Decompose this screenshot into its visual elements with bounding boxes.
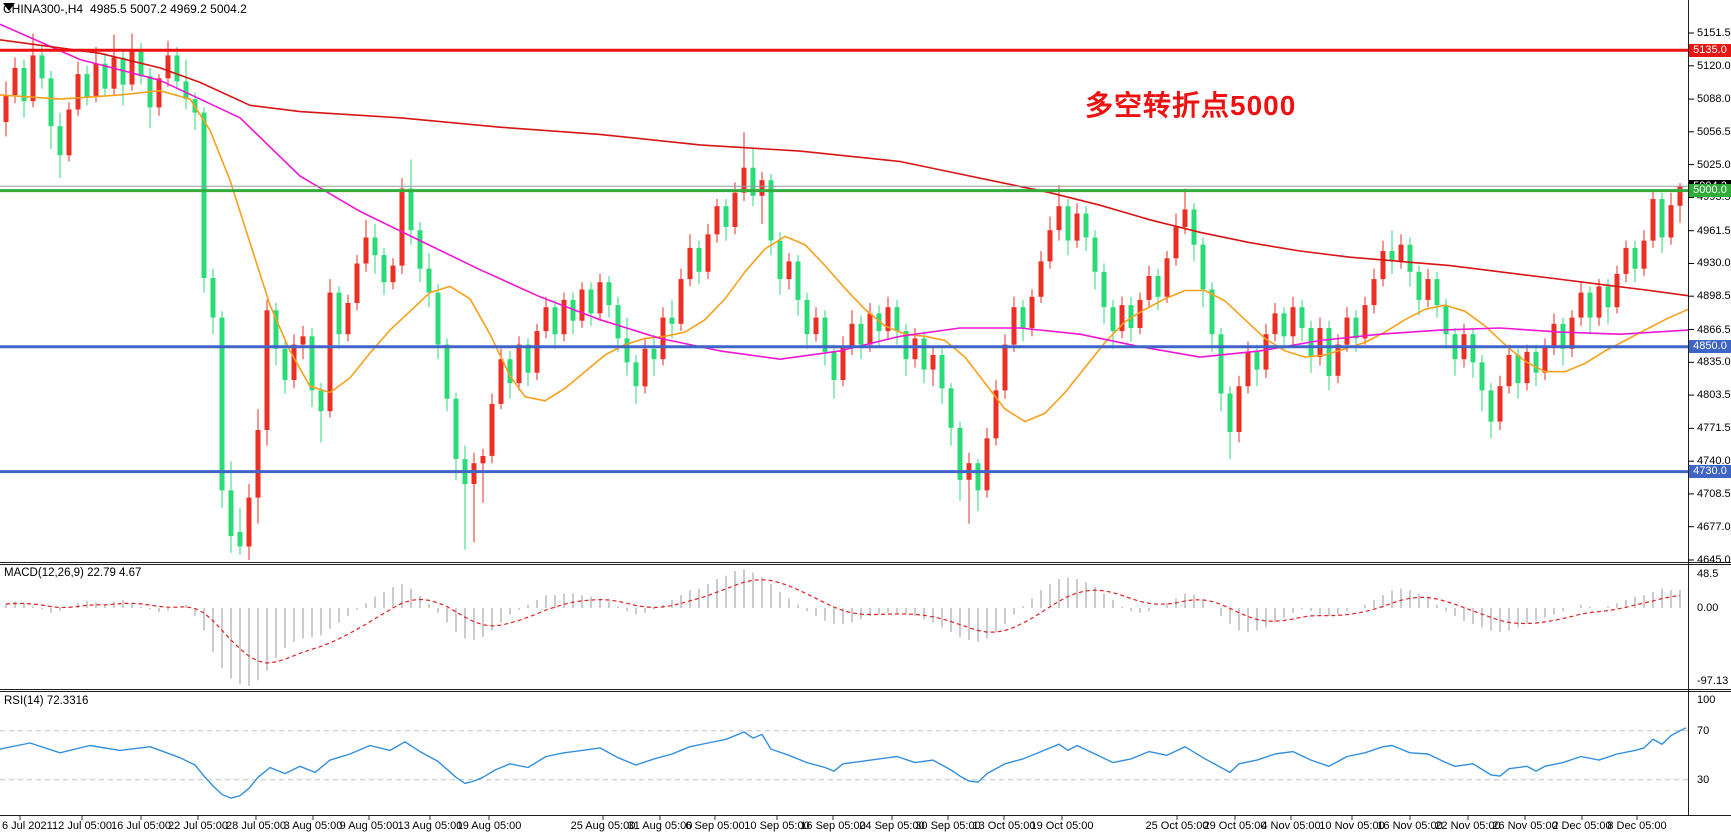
macd-axis-label: 0.00 [1697, 602, 1719, 614]
time-axis-label: 25 Oct 05:00 [1145, 820, 1209, 832]
price-tick-label: 4677.0 [1697, 521, 1731, 533]
price-tick-label: 4866.5 [1697, 324, 1731, 336]
time-axis-label: 6 Jul 2021 [2, 820, 53, 832]
rsi-axis-label: 70 [1697, 725, 1710, 737]
price-tick-label: 4645.0 [1697, 554, 1731, 566]
price-badge: 5000.0 [1689, 184, 1731, 197]
price-tick-label: 4708.5 [1697, 488, 1731, 500]
price-tick-label: 4835.0 [1697, 356, 1731, 368]
price-tick-label: 5120.0 [1697, 60, 1731, 72]
rsi-axis-label: 30 [1697, 774, 1710, 786]
price-tick-label: 4803.5 [1697, 389, 1731, 401]
time-axis-label: 2 Dec 05:00 [1552, 820, 1612, 832]
time-axis-label: 3 Aug 05:00 [283, 820, 343, 832]
price-badge: 4730.0 [1689, 465, 1731, 478]
time-axis-label: 30 Sep 05:00 [915, 820, 981, 832]
macd-axis-label: -97.13 [1697, 675, 1729, 687]
time-axis-label: 29 Oct 05:00 [1203, 820, 1267, 832]
time-axis-label: 19 Oct 05:00 [1030, 820, 1094, 832]
price-tick-label: 4898.5 [1697, 290, 1731, 302]
price-tick-label: 5151.5 [1697, 27, 1731, 39]
time-axis-label: 9 Aug 05:00 [339, 820, 399, 832]
time-axis-label: 13 Aug 05:00 [397, 820, 463, 832]
ohlc-values: 4985.5 5007.2 4969.2 5004.2 [90, 2, 247, 16]
price-tick-label: 4771.5 [1697, 422, 1731, 434]
time-axis-label: 4 Nov 05:00 [1261, 820, 1321, 832]
price-tick-label: 4740.0 [1697, 455, 1731, 467]
macd-axis-label: 48.5 [1697, 568, 1719, 580]
time-axis-label: 24 Sep 05:00 [859, 820, 925, 832]
price-badge: 5135.0 [1689, 44, 1731, 57]
time-axis-label: 16 Nov 05:00 [1377, 820, 1443, 832]
time-axis-label: 12 Jul 05:00 [52, 820, 112, 832]
time-axis-label: 16 Jul 05:00 [111, 820, 171, 832]
time-axis-label: 10 Sep 05:00 [744, 820, 810, 832]
chart-title: CHINA300-,H4 4985.5 5007.2 4969.2 5004.2 [3, 2, 247, 16]
price-tick-label: 5025.0 [1697, 159, 1731, 171]
price-tick-label: 4930.0 [1697, 257, 1731, 269]
time-axis-label: 19 Aug 05:00 [456, 820, 522, 832]
time-axis-label: 22 Jul 05:00 [168, 820, 228, 832]
time-axis-label: 26 Nov 05:00 [1492, 820, 1558, 832]
time-axis-label: 31 Aug 05:00 [627, 820, 693, 832]
price-tick-label: 5088.0 [1697, 93, 1731, 105]
time-axis-label: 10 Nov 05:00 [1319, 820, 1385, 832]
symbol-period-label: CHINA300-,H4 [3, 2, 84, 16]
annotation-text[interactable]: 多空转折点5000 [1085, 90, 1297, 121]
price-tick-label: 4961.5 [1697, 225, 1731, 237]
price-badge: 4850.0 [1689, 340, 1731, 353]
time-axis-label: 25 Aug 05:00 [570, 820, 636, 832]
rsi-indicator-label: RSI(14) 72.3316 [4, 695, 89, 707]
rsi-axis-label: 100 [1697, 694, 1716, 706]
time-axis-label: 22 Nov 05:00 [1435, 820, 1501, 832]
time-axis-label: 6 Sep 05:00 [685, 820, 745, 832]
time-axis-label: 16 Sep 05:00 [800, 820, 866, 832]
time-axis-label: 13 Oct 05:00 [972, 820, 1036, 832]
time-axis-label: 8 Dec 05:00 [1607, 820, 1667, 832]
symbol-marker-icon [3, 3, 15, 11]
time-axis-label: 28 Jul 05:00 [226, 820, 286, 832]
price-tick-label: 5056.5 [1697, 126, 1731, 138]
macd-indicator-label: MACD(12,26,9) 22.79 4.67 [4, 567, 142, 579]
